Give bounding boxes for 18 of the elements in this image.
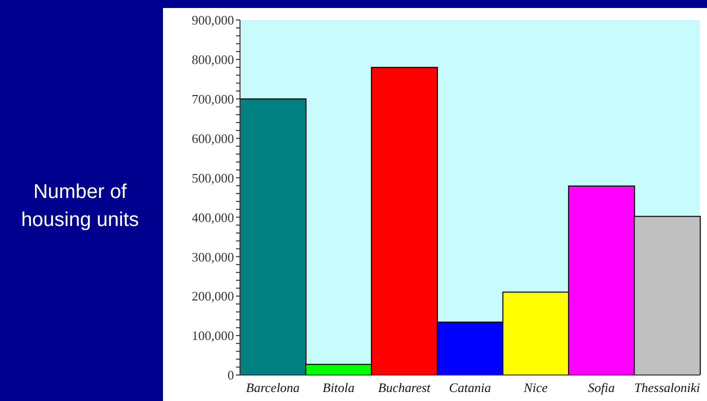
y-tick-label: 0 [228, 368, 234, 383]
x-tick-label: Catania [449, 380, 492, 396]
text: 100,000 [192, 328, 234, 344]
y-axis-title: Number of housing units [20, 180, 140, 233]
y-tick-label: 600,000 [192, 130, 234, 146]
y-tick-label: 500,000 [192, 170, 234, 186]
y-tick-label: 800,000 [192, 52, 234, 68]
y-tick-label: 400,000 [192, 210, 234, 225]
x-tick-label: Sofia [588, 380, 616, 396]
y-tick-label: 700,000 [192, 92, 234, 107]
y-tick-label: 200,000 [192, 288, 234, 304]
x-tick-label: Thessaloniki [634, 380, 700, 396]
x-tick-label: Bitola [322, 380, 355, 396]
x-tick-label: Bucharest [378, 380, 431, 396]
y-tick-label: 300,000 [192, 249, 234, 264]
y-tick-label: 900,000 [192, 12, 234, 28]
x-tick-label: Barcelona [246, 380, 300, 396]
x-tick-label: Nice [522, 380, 548, 396]
